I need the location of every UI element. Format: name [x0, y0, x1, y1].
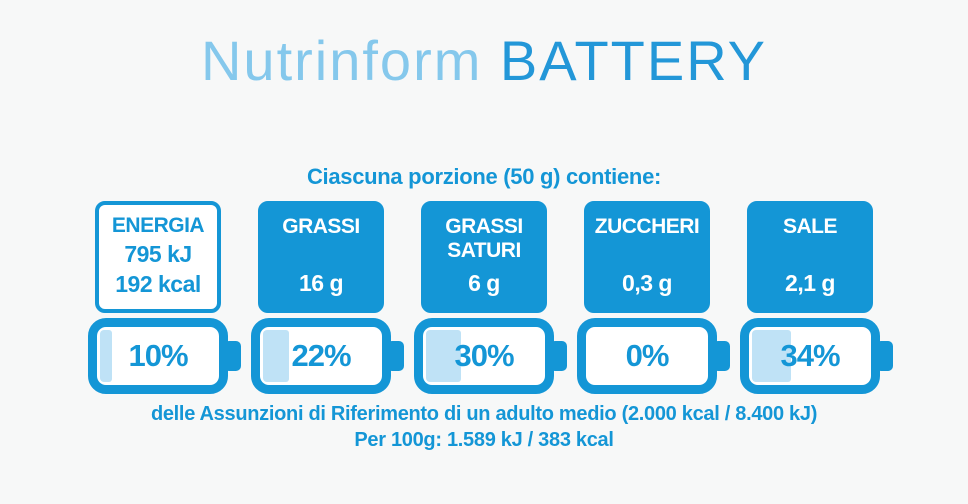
page-title: Nutrinform BATTERY: [0, 0, 968, 96]
battery-fill: [752, 330, 792, 382]
nutrient-name: GRASSI SATURI: [445, 215, 523, 262]
nutrient-column-sale: SALE 2,1 g 34%: [740, 201, 893, 394]
nutrient-column-grassi: GRASSI 16 g 22%: [251, 201, 404, 394]
energia-kj-value: 795 kJ: [124, 241, 192, 267]
sale-label-box: SALE 2,1 g: [747, 201, 873, 313]
grassi-saturi-battery-gauge: 30%: [414, 318, 567, 394]
battery-fill: [100, 330, 112, 382]
nutrient-name: ZUCCHERI: [594, 215, 700, 238]
battery-percent: 0%: [625, 338, 670, 373]
battery-terminal-icon: [716, 341, 730, 371]
energia-battery-gauge: 10%: [88, 318, 241, 394]
battery-body: [263, 330, 379, 382]
grassi-battery-gauge: 22%: [251, 318, 404, 394]
sale-battery-gauge: 34%: [740, 318, 893, 394]
grassi-label-box: GRASSI 16 g: [258, 201, 384, 313]
nutrient-column-zuccheri: ZUCCHERI 0,3 g 0%: [577, 201, 730, 394]
nutrient-name: SALE: [782, 215, 838, 238]
nutrient-name: ENERGIA: [111, 214, 205, 237]
battery-fill: [263, 330, 289, 382]
zuccheri-amount-value: 0,3 g: [622, 270, 672, 296]
portion-subtitle: Ciascuna porzione (50 g) contiene:: [306, 164, 662, 189]
battery-body: [752, 330, 868, 382]
battery-terminal-icon: [553, 341, 567, 371]
battery-percent: 34%: [780, 338, 840, 373]
battery-terminal-icon: [227, 341, 241, 371]
battery-body: [100, 330, 216, 382]
battery-percent: 22%: [291, 338, 351, 373]
energia-label-box: ENERGIA 795 kJ 192 kcal: [95, 201, 221, 313]
grassi-saturi-label-box: GRASSI SATURI 6 g: [421, 201, 547, 313]
title-battery: BATTERY: [499, 29, 768, 92]
nutrient-name: GRASSI: [282, 215, 360, 238]
grassi-saturi-amount-value: 6 g: [468, 270, 500, 296]
battery-percent: 30%: [454, 338, 514, 373]
footer-note: delle Assunzioni di Riferimento di un ad…: [0, 401, 968, 453]
battery-fill: [426, 330, 461, 382]
battery-terminal-icon: [390, 341, 404, 371]
energia-kcal-value: 192 kcal: [115, 271, 201, 297]
footer-line-1: delle Assunzioni di Riferimento di un ad…: [150, 403, 818, 425]
nutrient-column-grassi-saturi: GRASSI SATURI 6 g 30%: [414, 201, 567, 394]
battery-body: [426, 330, 542, 382]
sale-amount-value: 2,1 g: [785, 270, 835, 296]
zuccheri-battery-gauge: 0%: [577, 318, 730, 394]
footer-line-2: Per 100g: 1.589 kJ / 383 kcal: [354, 429, 614, 451]
battery-terminal-icon: [879, 341, 893, 371]
grassi-amount-value: 16 g: [298, 270, 344, 296]
title-nutrinform: Nutrinform: [200, 29, 500, 92]
battery-percent: 10%: [128, 338, 188, 373]
nutrient-column-energia: ENERGIA 795 kJ 192 kcal 10%: [88, 201, 241, 394]
zuccheri-label-box: ZUCCHERI 0,3 g: [584, 201, 710, 313]
nutrient-grid: ENERGIA 795 kJ 192 kcal 10% GRASSI 16 g: [88, 201, 893, 394]
